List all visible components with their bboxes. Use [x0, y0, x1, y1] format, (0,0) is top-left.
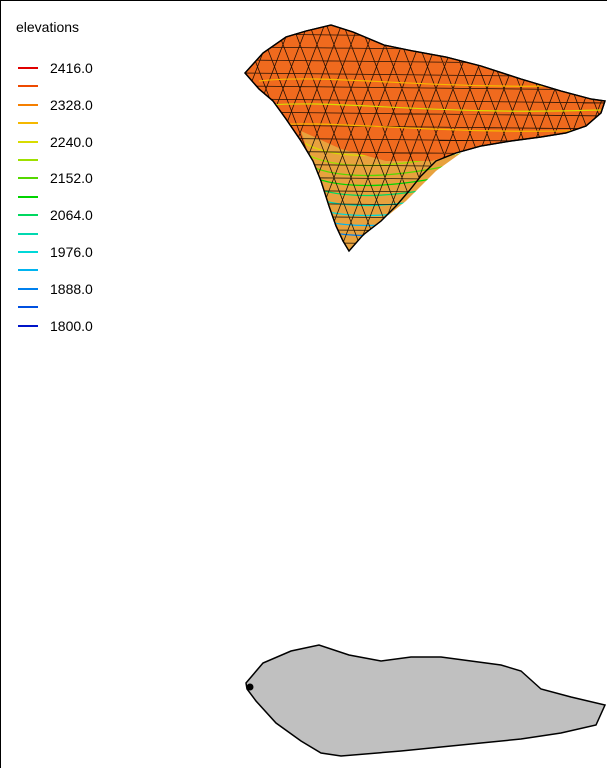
legend-swatch: [18, 67, 38, 69]
legend-swatch: [18, 159, 38, 161]
legend-swatch: [18, 103, 38, 106]
legend-label: 2064.0: [50, 207, 93, 224]
legend-swatch: [18, 140, 38, 143]
legend-swatch: [18, 177, 38, 180]
legend-swatch: [18, 232, 38, 235]
legend-swatch: [18, 287, 38, 290]
contour-line: [258, 78, 602, 87]
legend-label: 2416.0: [50, 60, 93, 76]
legend-swatch: [18, 85, 38, 88]
legend-label: 1976.0: [50, 244, 93, 260]
legend-swatch: [18, 195, 38, 198]
terrain-footprint: [245, 644, 607, 757]
legend-swatch: [18, 214, 38, 217]
contour-line: [258, 103, 602, 112]
legend-label: 1888.0: [50, 280, 93, 297]
footprint-point-marker: [246, 683, 254, 691]
legend-label: 1800.0: [50, 317, 93, 334]
legend-swatch: [18, 251, 38, 253]
footprint-polygon: [245, 644, 607, 757]
valley-contour-line: [301, 220, 461, 237]
legend-swatch: [18, 122, 38, 125]
legend-swatch: [18, 324, 38, 327]
legend-title: elevations: [16, 19, 80, 35]
legend-label: 2152.0: [50, 170, 93, 187]
legend-label: 2240.0: [50, 133, 93, 150]
terrain-surface: [244, 24, 606, 252]
legend-label: 2328.0: [50, 96, 93, 113]
legend-swatch: [18, 306, 38, 309]
legend-swatch: [18, 269, 38, 272]
